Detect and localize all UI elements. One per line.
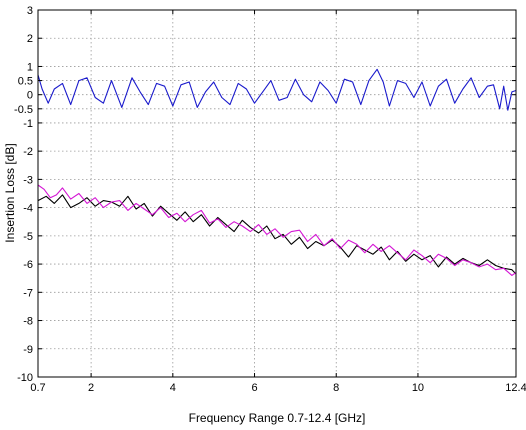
y-tick-label: -3 bbox=[23, 174, 33, 186]
x-tick-label: 2 bbox=[88, 382, 94, 394]
y-tick-label: -7 bbox=[23, 287, 33, 299]
y-tick-label: -9 bbox=[23, 344, 33, 356]
plot-frame bbox=[37, 9, 517, 378]
series-layer bbox=[37, 68, 517, 276]
x-axis-label: Frequency Range 0.7-12.4 [GHz] bbox=[189, 411, 366, 425]
y-tick-label: -8 bbox=[23, 316, 33, 328]
x-tick-label: 4 bbox=[170, 382, 176, 394]
grid-lines bbox=[38, 10, 516, 377]
plot-background bbox=[38, 10, 516, 377]
y-tick-label: -6 bbox=[23, 259, 33, 271]
x-tick-label: 8 bbox=[333, 382, 339, 394]
y-tick-label: -5 bbox=[23, 231, 33, 243]
series-line-2 bbox=[37, 194, 517, 275]
series-line-3 bbox=[37, 184, 517, 276]
y-tick-label: -4 bbox=[23, 203, 33, 215]
y-tick-labels: 3 2 1 0.5 0 -0.5 -1 -2 -3 -4 -5 -6 -7 -8 -9 -10 bbox=[14, 5, 33, 384]
x-tick-label: 6 bbox=[251, 382, 257, 394]
x-tick-labels: 0.7 2 4 6 8 10 12.4 bbox=[30, 382, 526, 394]
y-tick-label: 2 bbox=[27, 33, 33, 45]
x-tick-label: 12.4 bbox=[505, 382, 526, 394]
y-tick-label: 0 bbox=[27, 90, 33, 102]
y-tick-label: -1 bbox=[23, 118, 33, 130]
y-tick-label: -0.5 bbox=[14, 104, 33, 116]
y-tick-label: -10 bbox=[17, 372, 33, 384]
x-tick-label: 0.7 bbox=[30, 382, 45, 394]
y-tick-label: 1 bbox=[27, 61, 33, 73]
y-axis-label: Insertion Loss [dB] bbox=[3, 143, 17, 242]
tick-marks bbox=[37, 9, 517, 378]
x-tick-label: 10 bbox=[412, 382, 424, 394]
y-tick-label: -2 bbox=[23, 146, 33, 158]
y-tick-label: 0.5 bbox=[18, 76, 33, 88]
series-line-1 bbox=[37, 68, 517, 111]
y-tick-label: 3 bbox=[27, 5, 33, 17]
